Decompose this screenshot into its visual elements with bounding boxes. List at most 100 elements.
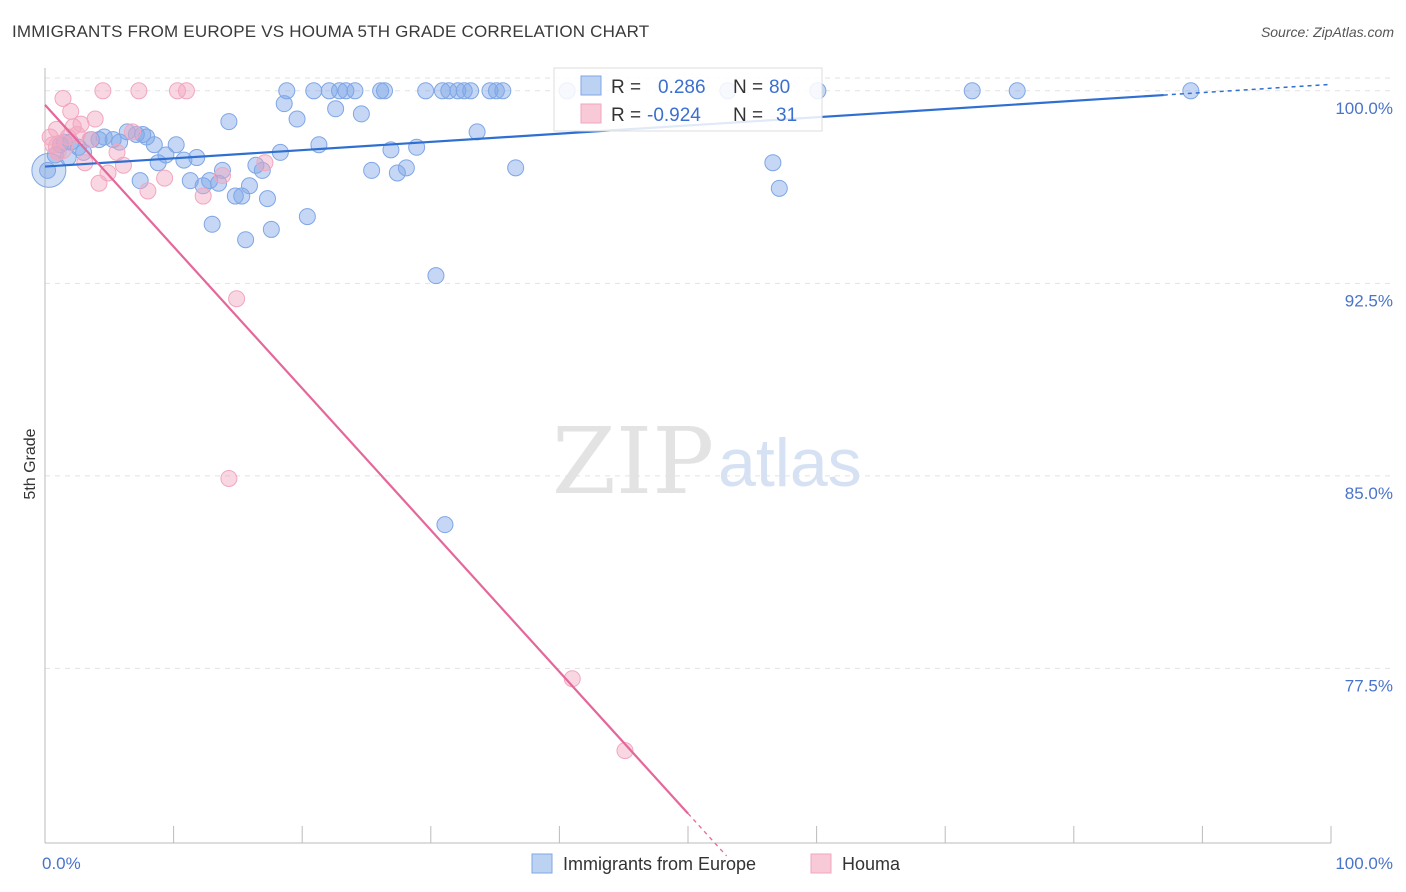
data-point (156, 169, 174, 187)
stats-r-label-blue: R = (611, 77, 641, 98)
y-tick-label: 85.0% (1345, 484, 1393, 503)
data-point (54, 90, 72, 108)
data-point (139, 182, 157, 200)
data-point (123, 123, 141, 141)
stats-swatch-pink (580, 103, 602, 124)
data-point (352, 105, 370, 123)
data-point (305, 82, 323, 100)
data-point (455, 82, 473, 100)
data-point (220, 113, 238, 131)
data-point (963, 82, 981, 100)
data-point (194, 187, 212, 205)
data-point (72, 115, 90, 133)
data-point (764, 154, 782, 172)
y-tick-label: 100.0% (1335, 99, 1393, 118)
data-point (240, 177, 258, 195)
data-point (427, 267, 445, 285)
data-point (487, 82, 505, 100)
source-label: Source: ZipAtlas.com (1260, 24, 1394, 40)
data-point (175, 151, 193, 169)
legend: Immigrants from Europe Houma (531, 853, 901, 874)
trend-line-pink (44, 104, 689, 815)
data-point (203, 215, 221, 233)
data-point (436, 516, 454, 534)
data-point (346, 82, 364, 100)
stats-n-value-blue: 80 (769, 77, 790, 98)
data-point (376, 82, 394, 100)
data-point (81, 131, 99, 149)
legend-swatch-blue (531, 853, 553, 874)
data-point (210, 174, 228, 192)
data-point (494, 82, 512, 100)
trend-line-blue-dashed (1163, 83, 1332, 96)
data-point (213, 167, 231, 185)
data-point (130, 82, 148, 100)
data-point (168, 82, 186, 100)
x-tick-label: 0.0% (42, 854, 81, 873)
stats-n-label-pink: N = (733, 105, 763, 126)
stats-box: R = 0.286 N = 80 R = -0.924 N = 31 (553, 67, 823, 132)
data-point (114, 156, 132, 174)
data-point (337, 82, 355, 100)
data-point (440, 82, 458, 100)
data-point (417, 82, 435, 100)
data-point (327, 100, 345, 118)
data-point (237, 231, 255, 249)
axes (44, 68, 1332, 844)
data-point (262, 220, 280, 238)
data-point (372, 82, 390, 100)
stats-r-label-pink: R = (611, 105, 641, 126)
data-point (433, 82, 451, 100)
data-point (275, 95, 293, 113)
data-point (507, 159, 525, 177)
watermark: ZIP atlas (552, 408, 862, 515)
data-point (181, 172, 199, 190)
data-point (220, 469, 238, 487)
data-point (145, 136, 163, 154)
data-point (770, 179, 788, 197)
data-point (68, 125, 86, 143)
x-tick-label: 100.0% (1335, 854, 1393, 873)
stats-r-value-pink: -0.924 (647, 105, 701, 126)
data-point (167, 136, 185, 154)
series-houma (41, 82, 634, 760)
data-point (1182, 82, 1200, 100)
stats-r-value-blue: 0.286 (658, 77, 706, 98)
data-point (228, 290, 246, 308)
stats-n-value-pink: 31 (776, 105, 797, 126)
chart-title: IMMIGRANTS FROM EUROPE VS HOUMA 5TH GRAD… (12, 22, 650, 41)
data-point (62, 102, 80, 120)
data-point (177, 82, 195, 100)
data-point (462, 82, 480, 100)
trend-line-pink-dashed (687, 813, 728, 857)
gridlines (45, 77, 1394, 669)
data-point (288, 110, 306, 128)
data-point (382, 141, 400, 159)
watermark-zip: ZIP (552, 408, 714, 515)
x-tick-labels: 0.0% 100.0% (42, 854, 1393, 873)
data-point (256, 154, 274, 172)
data-point (90, 131, 108, 149)
stats-n-label-blue: N = (733, 77, 763, 98)
data-point (47, 134, 73, 160)
data-point (397, 159, 415, 177)
data-point (363, 161, 381, 179)
legend-label-pink: Houma (842, 854, 901, 874)
data-point (213, 161, 231, 179)
data-point (388, 164, 406, 182)
legend-swatch-pink (810, 853, 832, 874)
legend-label-blue: Immigrants from Europe (563, 854, 756, 874)
watermark-atlas: atlas (718, 425, 862, 501)
data-point (31, 152, 67, 188)
data-point (481, 82, 499, 100)
data-point (226, 187, 244, 205)
stats-swatch-blue (580, 75, 602, 96)
data-point (1008, 82, 1026, 100)
data-point (298, 208, 316, 226)
data-point (278, 82, 296, 100)
data-point (258, 190, 276, 208)
y-tick-label: 92.5% (1345, 291, 1393, 310)
data-point (94, 82, 112, 100)
data-point (86, 110, 104, 128)
